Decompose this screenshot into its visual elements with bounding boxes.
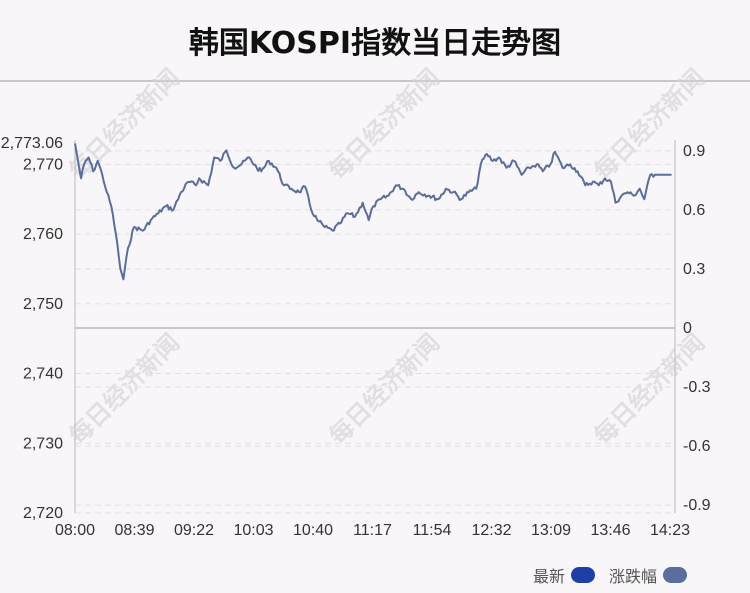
y-right-tick-label: 0.6	[683, 202, 705, 219]
y-left-tick-label: 2,740	[23, 366, 63, 383]
x-tick-label: 10:40	[293, 522, 333, 539]
legend-swatch-change	[663, 567, 688, 583]
y-left-tick-label: 2,720	[23, 505, 63, 522]
legend-swatch-latest	[571, 567, 596, 583]
y-left-tick-label: 2,770	[23, 156, 63, 173]
index-line-series	[74, 143, 672, 281]
watermark-text-1: 每日经济新闻	[323, 63, 445, 185]
legend-label-change: 涨跌幅	[609, 567, 658, 586]
chart-title: 韩国KOSPI指数当日走势图	[188, 26, 562, 61]
x-tick-label: 11:17	[353, 522, 392, 539]
y-left-tick-label: 2,750	[23, 296, 63, 313]
x-tick-label: 14:23	[650, 522, 690, 539]
y-right-tick-label: 0.9	[683, 143, 705, 160]
x-tick-label: 12:32	[471, 522, 511, 539]
x-tick-label: 10:03	[233, 522, 273, 539]
x-tick-label: 11:54	[413, 522, 452, 539]
watermark-text-3: 每日经济新闻	[63, 328, 185, 450]
watermark-text-2: 每日经济新闻	[588, 63, 710, 185]
x-tick-label: 13:46	[590, 522, 630, 539]
y-right-tick-label: 0.3	[683, 261, 705, 278]
legend-item-change: 涨跌幅	[609, 563, 688, 587]
legend-item-latest: 最新	[533, 563, 596, 587]
y-left-tick-label: 2,773.06	[1, 135, 63, 152]
y-right-tick-label: -0.9	[683, 497, 711, 514]
x-tick-label: 09:22	[174, 522, 214, 539]
legend-label-latest: 最新	[533, 567, 566, 586]
title-divider	[0, 80, 750, 82]
y-right-tick-label: 0	[683, 320, 692, 337]
x-tick-label: 08:00	[55, 522, 95, 539]
y-left-tick-label: 2,760	[23, 226, 63, 243]
x-tick-label: 08:39	[114, 522, 154, 539]
y-right-tick-label: -0.6	[683, 438, 711, 455]
x-tick-label: 13:09	[531, 522, 571, 539]
watermark-text-0: 每日经济新闻	[63, 63, 185, 185]
y-left-tick-label: 2,730	[23, 435, 63, 452]
y-right-tick-label: -0.3	[683, 379, 711, 396]
watermark-text-4: 每日经济新闻	[323, 328, 445, 450]
